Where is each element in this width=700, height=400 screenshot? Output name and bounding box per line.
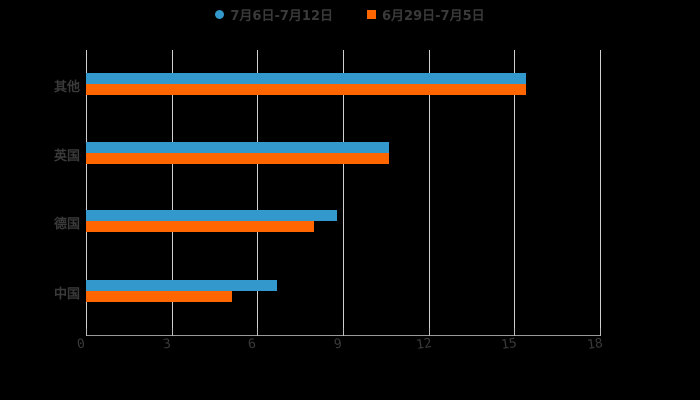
gridline <box>600 50 601 335</box>
category-label: 中国 <box>53 287 80 302</box>
bar-current-week[interactable] <box>86 280 278 291</box>
gridline <box>171 50 173 335</box>
square-marker-icon <box>367 9 376 19</box>
bar-current-week[interactable] <box>86 142 389 153</box>
x-tick-label: 12 <box>414 335 433 354</box>
legend-label: 6月29日-7月5日 <box>382 8 485 24</box>
x-tick <box>343 328 344 336</box>
gridline <box>257 50 259 335</box>
x-tick <box>600 328 601 336</box>
x-tick-label: 9 <box>333 336 343 353</box>
legend-item-series-2[interactable]: 6月29日-7月5日 <box>367 4 485 24</box>
gridline <box>343 50 344 335</box>
legend: 7月6日-7月12日 6月29日-7月5日 <box>0 4 700 24</box>
x-tick-label: 18 <box>586 335 604 354</box>
x-tick <box>257 328 259 336</box>
x-tick <box>171 328 173 336</box>
bar-current-week[interactable] <box>86 210 338 221</box>
bar-previous-week[interactable] <box>86 291 232 302</box>
bar-previous-week[interactable] <box>86 84 526 95</box>
x-tick <box>86 328 87 336</box>
x-tick-label: 3 <box>161 336 172 353</box>
category-label: 德国 <box>53 217 80 232</box>
category-label: 英国 <box>53 149 80 164</box>
plot-area <box>86 50 601 335</box>
circle-marker-icon <box>215 9 225 19</box>
category-label: 其他 <box>53 80 80 95</box>
x-tick-label: 15 <box>500 335 519 354</box>
gridline <box>86 50 87 335</box>
x-tick <box>514 328 516 336</box>
gridline <box>428 50 430 335</box>
x-tick-label: 6 <box>247 336 258 353</box>
bar-previous-week[interactable] <box>86 221 315 232</box>
gridline <box>514 50 516 335</box>
x-tick-label: 0 <box>76 336 86 353</box>
legend-label: 7月6日-7月12日 <box>230 8 333 24</box>
legend-item-series-1[interactable]: 7月6日-7月12日 <box>215 4 333 24</box>
bar-previous-week[interactable] <box>86 153 389 164</box>
bar-current-week[interactable] <box>86 73 526 84</box>
x-tick <box>428 328 430 336</box>
